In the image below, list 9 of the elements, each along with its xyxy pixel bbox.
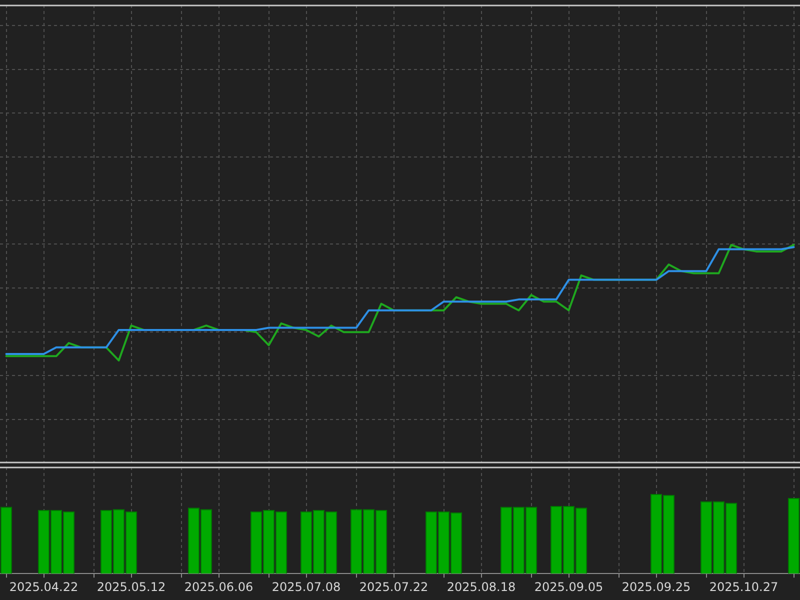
x-tick-label: 2025.10.27 xyxy=(709,580,778,594)
x-tick-label: 2025.08.18 xyxy=(446,580,516,594)
x-tick-label: 2025.05.12 xyxy=(96,580,166,594)
x-tick-label: 2025.06.06 xyxy=(184,580,254,594)
x-tick-label: 2025.07.08 xyxy=(272,580,341,594)
x-tick-label: 2025.04.22 xyxy=(9,580,78,594)
x-tick-label: 2025.09.05 xyxy=(534,580,604,594)
x-tick-label: 2025.07.22 xyxy=(359,580,428,594)
x-tick-label: 2025.09.25 xyxy=(622,580,691,594)
